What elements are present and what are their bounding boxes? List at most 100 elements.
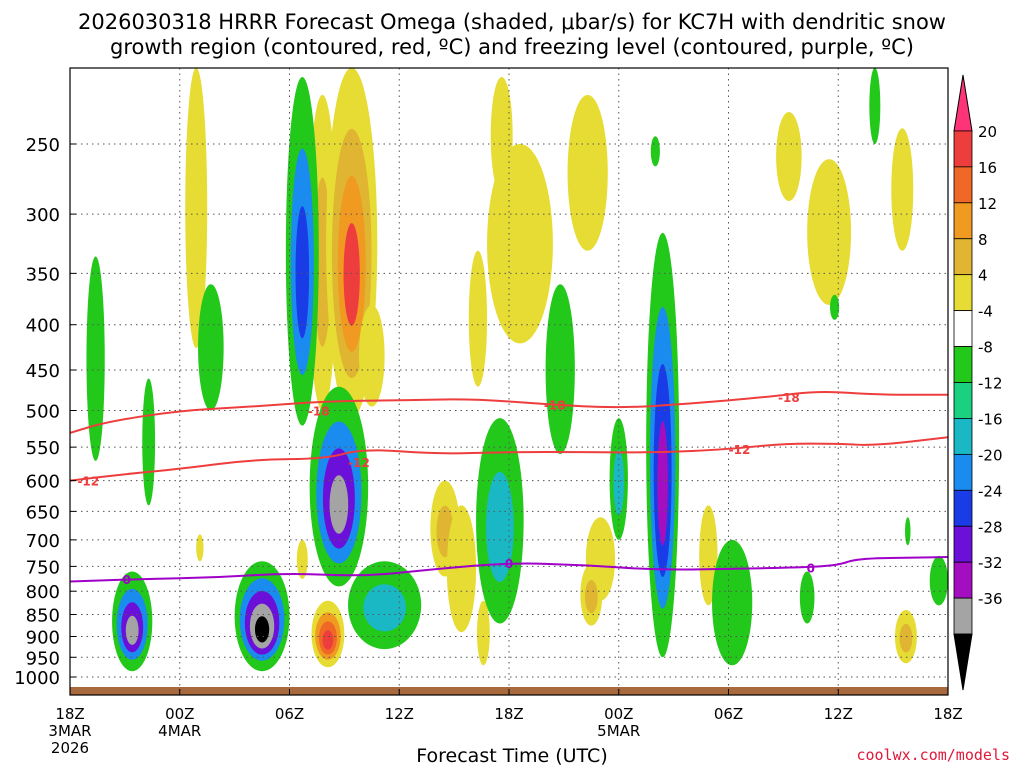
- colorbar-swatch-3: [953, 202, 973, 240]
- x-year-label-0: 2026: [51, 739, 89, 757]
- x-tick-label-30: 00Z: [604, 705, 633, 723]
- y-tick-label-750: 750: [26, 557, 60, 578]
- colorbar-label-11: -28: [978, 518, 1003, 536]
- chart-title-line-2: growth region (contoured, red, ºC) and f…: [110, 35, 914, 59]
- x-tick-label-6: 00Z: [165, 705, 194, 723]
- contour-label-5: -18: [778, 391, 800, 405]
- y-tick-label-500: 500: [26, 402, 60, 423]
- omega-neg-cell-16-level-0: [650, 136, 660, 167]
- colorbar-label-8: -16: [978, 410, 1003, 428]
- colorbar-swatch-5: [953, 274, 973, 312]
- omega-pos-cell-1-level-0: [296, 539, 308, 579]
- colorbar-swatch-7: [953, 346, 973, 383]
- omega-pos-cell-10-level-0: [476, 600, 490, 666]
- contour-line-0: [70, 391, 948, 434]
- omega-neg-cell-9-level-0: [545, 284, 575, 455]
- colorbar-label-0: 20: [978, 123, 997, 141]
- omega-pos-cell-3-level-3: [343, 223, 360, 326]
- colorbar-label-2: 12: [978, 195, 997, 213]
- colorbar-swatch-13: [953, 561, 973, 599]
- omega-pos-cell-16-level-0: [807, 159, 852, 305]
- y-tick-label-850: 850: [26, 606, 60, 627]
- colorbar-label-13: -36: [978, 590, 1003, 608]
- colorbar-label-10: -24: [978, 482, 1003, 500]
- colorbar-label-9: -20: [978, 446, 1003, 464]
- colorbar-swatch-2: [953, 166, 973, 204]
- x-tick-label-12: 06Z: [275, 705, 304, 723]
- omega-neg-cell-5-level-2: [295, 206, 310, 339]
- omega-pos-cell-4-level-0: [359, 304, 385, 407]
- omega-neg-cell-8-level-1: [485, 471, 514, 583]
- y-tick-label-900: 900: [26, 627, 60, 648]
- y-tick-label-1000: 1000: [14, 668, 60, 689]
- omega-neg-cell-12-level-0: [712, 539, 753, 666]
- y-tick-label-800: 800: [26, 582, 60, 603]
- omega-pos-cell-18-level-1: [899, 623, 913, 653]
- colorbar-label-5: -4: [978, 303, 993, 321]
- x-tick-label-18: 12Z: [385, 705, 414, 723]
- colorbar-swatch-10: [953, 453, 973, 491]
- site-credit: coolwx.com/models: [856, 746, 1010, 764]
- colorbar-swatch-14: [953, 597, 973, 635]
- omega-neg-cell-15-level-0: [929, 556, 948, 606]
- colorbar-label-6: -8: [978, 339, 993, 357]
- y-tick-label-650: 650: [26, 502, 60, 523]
- y-tick-label-450: 450: [26, 361, 60, 382]
- omega-pos-cell-17-level-0: [891, 128, 914, 251]
- omega-pos-cell-11-level-0: [567, 94, 608, 251]
- x-tick-label-36: 06Z: [714, 705, 743, 723]
- omega-neg-cell-18-level-0: [905, 517, 911, 546]
- colorbar-swatch-9: [953, 418, 973, 455]
- colorbar-label-4: 4: [978, 267, 988, 285]
- y-tick-label-600: 600: [26, 472, 60, 493]
- omega-neg-cell-17-level-0: [830, 294, 840, 320]
- contour-labels: -12 -18 -12 -18 -12 -18 0 0 0: [77, 391, 815, 587]
- y-tick-label-550: 550: [26, 438, 60, 459]
- omega-pos-cell-13-level-1: [584, 580, 598, 614]
- omega-pos-cell-7-level-0: [446, 505, 477, 633]
- pressure-axis: 2503003504004505005506006507007508008509…: [14, 135, 76, 689]
- colorbar-label-3: 8: [978, 231, 988, 249]
- colorbar-top-arrow: [953, 74, 973, 132]
- colorbar-label-7: -12: [978, 375, 1003, 393]
- colorbar-swatch-8: [953, 382, 973, 419]
- omega-pos-cell-15-level-0: [776, 111, 802, 202]
- y-tick-label-700: 700: [26, 531, 60, 552]
- contour-label-4: -12: [729, 443, 751, 457]
- omega-pos-cell-19-level-0: [468, 250, 488, 387]
- omega-neg-cell-13-level-0: [799, 571, 815, 624]
- colorbar-label-1: 16: [978, 159, 997, 177]
- omega-pos-cell-5-level-3: [322, 630, 334, 650]
- omega-neg-cell-3-level-0: [198, 284, 224, 411]
- omega-shading: [86, 68, 948, 672]
- contour-line-1: [70, 436, 948, 482]
- colorbar-swatch-4: [953, 238, 973, 276]
- omega-neg-cell-14-level-0: [869, 68, 881, 144]
- contour-label-7: 0: [505, 557, 513, 571]
- contour-label-3: -18: [544, 398, 566, 412]
- omega-neg-cell-10-level-1: [613, 449, 625, 516]
- x-tick-label-24: 18Z: [494, 705, 523, 723]
- x-tick-label-42: 12Z: [824, 705, 853, 723]
- colorbar-swatch-11: [953, 489, 973, 527]
- contour-line-2: [70, 556, 948, 583]
- y-tick-label-300: 300: [26, 205, 60, 226]
- colorbar-label-12: -32: [978, 554, 1003, 572]
- omega-pos-cell-0-level-0: [185, 68, 208, 348]
- y-tick-label-950: 950: [26, 648, 60, 669]
- omega-neg-cell-7-level-1: [363, 584, 406, 632]
- omega-neg-cell-4-level-4: [254, 616, 270, 643]
- x-axis-label: Forecast Time (UTC): [416, 745, 608, 767]
- x-date-label-6: 4MAR: [158, 722, 201, 740]
- contour-label-2: -12: [348, 456, 370, 470]
- colorbar-swatch-6: [953, 310, 973, 347]
- colorbar-bottom-arrow: [953, 633, 973, 691]
- x-tick-label-48: 18Z: [933, 705, 962, 723]
- omega-pos-cell-9-level-0: [487, 144, 553, 344]
- y-tick-label-250: 250: [26, 135, 60, 156]
- omega-neg-cell-2-level-0: [142, 378, 156, 506]
- x-date-label-30: 5MAR: [597, 722, 640, 740]
- omega-pos-cell-14-level-0: [699, 505, 718, 606]
